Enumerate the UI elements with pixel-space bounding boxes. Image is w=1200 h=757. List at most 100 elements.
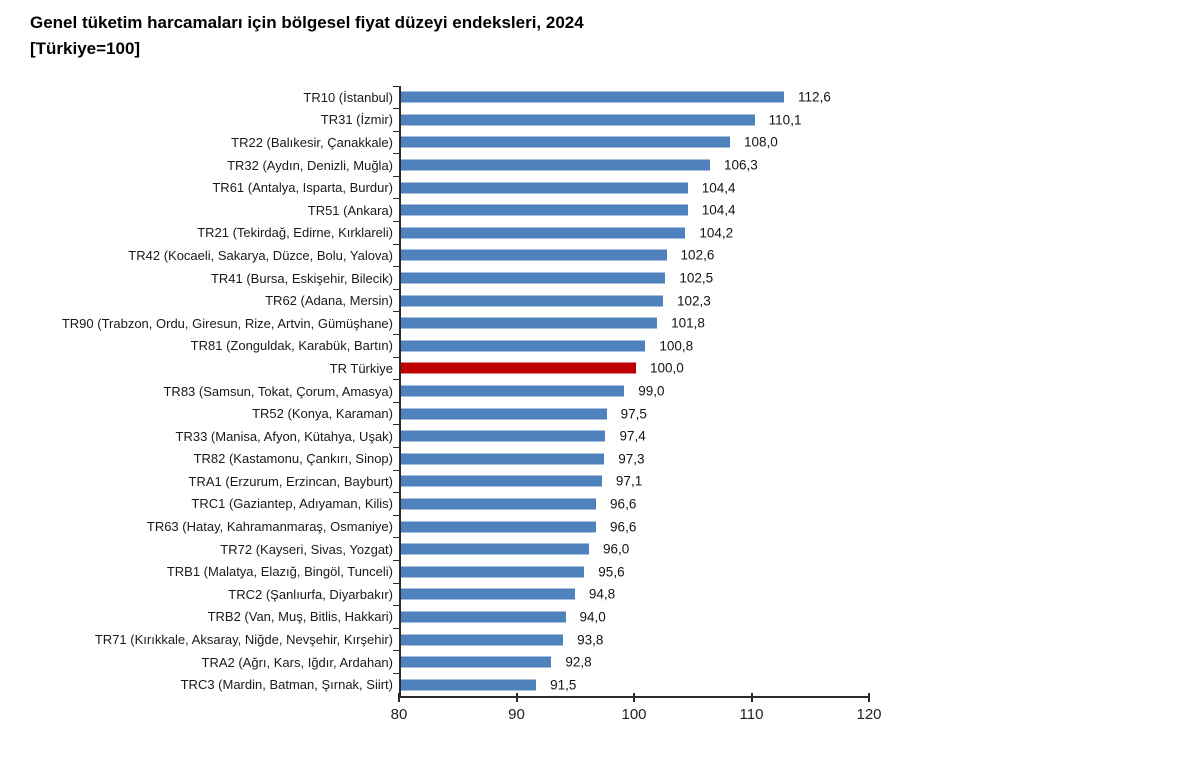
value-label: 100,8 (659, 338, 694, 354)
bar-track: 106,3 (393, 153, 1041, 177)
bar-track: 100,8 (393, 334, 1041, 358)
bar (401, 227, 686, 239)
chart-row: TRC2 (Şanlıurfa, Diyarbakır) 94,8 (35, 582, 1135, 606)
bar-track: 102,5 (393, 266, 1041, 290)
value-label: 112,6 (798, 89, 831, 105)
category-label: TRA2 (Ağrı, Kars, Iğdır, Ardahan) (201, 654, 393, 670)
chart-row: TR52 (Konya, Karaman) 97,5 (35, 401, 1135, 425)
chart-row: TR10 (İstanbul) 112,6 (35, 85, 1135, 109)
chart-row: TRB2 (Van, Muş, Bitlis, Hakkari) 94,0 (35, 605, 1135, 629)
x-axis-tick (633, 693, 635, 703)
value-label: 102,3 (677, 293, 711, 309)
value-label: 102,5 (679, 270, 714, 286)
value-label: 96,0 (603, 541, 630, 557)
category-label: TRC3 (Mardin, Batman, Şırnak, Siirt) (180, 677, 393, 693)
chart-row: TR83 (Samsun, Tokat, Çorum, Amasya) 99,0 (35, 379, 1135, 403)
category-label: TR31 (İzmir) (320, 112, 393, 128)
category-label: TR61 (Antalya, Isparta, Burdur) (212, 180, 393, 196)
value-label: 108,0 (744, 134, 778, 150)
chart-row: TR21 (Tekirdağ, Edirne, Kırklareli) 104,… (35, 221, 1135, 245)
x-axis-tick-label: 120 (856, 706, 882, 724)
chart-row: TR33 (Manisa, Afyon, Kütahya, Uşak) 97,4 (35, 424, 1135, 448)
bar-track: 91,5 (393, 672, 1041, 697)
bar (401, 656, 552, 668)
value-label: 97,3 (618, 451, 645, 467)
bar (401, 295, 664, 307)
chart-row: TR63 (Hatay, Kahramanmaraş, Osmaniye) 96… (35, 514, 1135, 538)
chart-row: TRB1 (Malatya, Elazığ, Bingöl, Tunceli) … (35, 559, 1135, 584)
bar-track: 100,0 (393, 356, 1041, 380)
category-label: TR21 (Tekirdağ, Edirne, Kırklareli) (197, 225, 393, 241)
category-label: TR10 (İstanbul) (303, 89, 393, 105)
category-label: TRC2 (Şanlıurfa, Diyarbakır) (228, 586, 393, 602)
x-axis-tick (750, 693, 753, 703)
bar (401, 272, 666, 284)
value-label: 99,0 (638, 383, 665, 399)
chart-row: TRC1 (Gaziantep, Adıyaman, Kilis) 96,6 (35, 492, 1135, 516)
chart-row: TR61 (Antalya, Isparta, Burdur) 104,4 (35, 175, 1135, 199)
bar-track: 112,6 (393, 85, 1041, 109)
chart-row: TR41 (Bursa, Eskişehir, Bilecik) 102,5 (35, 266, 1135, 290)
value-label: 104,2 (699, 225, 734, 241)
bar (401, 182, 688, 194)
bar-track: 97,5 (393, 401, 1041, 425)
category-label: TR71 (Kırıkkale, Aksaray, Niğde, Nevşehi… (94, 632, 393, 648)
category-label: TR22 (Balıkesir, Çanakkale) (231, 134, 393, 150)
chart-row: TR32 (Aydın, Denizli, Muğla) 106,3 (35, 153, 1135, 177)
value-label: 110,1 (768, 112, 802, 128)
bar-track: 110,1 (393, 108, 1041, 132)
chart-row: TRA1 (Erzurum, Erzincan, Bayburt) 97,1 (35, 469, 1135, 493)
category-label: TRA1 (Erzurum, Erzincan, Bayburt) (188, 473, 393, 489)
category-label: TR63 (Hatay, Kahramanmaraş, Osmaniye) (146, 519, 393, 535)
x-axis-tick (515, 693, 518, 703)
chart-row: TR62 (Adana, Mersin) 102,3 (35, 288, 1135, 312)
bar-track: 95,6 (393, 559, 1041, 584)
category-label: TR72 (Kayseri, Sivas, Yozgat) (220, 541, 393, 557)
bar-track: 97,3 (393, 447, 1041, 471)
bar (401, 340, 646, 352)
chart-row: TR42 (Kocaeli, Sakarya, Düzce, Bolu, Yal… (35, 243, 1135, 267)
chart-row: TR51 (Ankara) 104,4 (35, 198, 1135, 222)
value-label: 96,6 (610, 496, 637, 512)
bar-track: 93,8 (393, 627, 1041, 651)
bar (401, 679, 537, 691)
value-label: 106,3 (724, 157, 758, 173)
category-label: TR90 (Trabzon, Ordu, Giresun, Rize, Artv… (61, 315, 393, 331)
bar (401, 408, 607, 420)
bar-track: 97,1 (393, 469, 1041, 493)
chart-subtitle: [Türkiye=100] (30, 39, 141, 58)
value-label: 101,8 (671, 315, 705, 331)
bar (401, 249, 667, 261)
value-label: 94,0 (579, 609, 606, 625)
bar (401, 475, 602, 487)
bar (401, 521, 597, 533)
bar-track: 96,0 (393, 537, 1041, 561)
value-label: 91,5 (550, 677, 577, 693)
bar-chart: TR10 (İstanbul) 112,6 TR31 (İzmir) 110,1… (35, 85, 1135, 732)
value-label: 96,6 (610, 519, 637, 535)
chart-row: TRC3 (Mardin, Batman, Şırnak, Siirt) 91,… (35, 672, 1135, 697)
bar-track: 96,6 (393, 492, 1041, 516)
chart-row: TR81 (Zonguldak, Karabük, Bartın) 100,8 (35, 334, 1135, 358)
value-label: 97,1 (615, 473, 643, 489)
bar (401, 204, 688, 216)
value-label: 100,0 (650, 360, 684, 376)
bar (401, 91, 785, 103)
bar-track: 101,8 (393, 311, 1041, 335)
bar-track: 97,4 (393, 424, 1041, 448)
x-axis: 80 90 100 110 120 (391, 693, 882, 732)
value-label: 95,6 (598, 564, 625, 580)
category-label: TR41 (Bursa, Eskişehir, Bilecik) (210, 270, 393, 286)
chart-rows: TR10 (İstanbul) 112,6 TR31 (İzmir) 110,1… (35, 85, 1135, 697)
category-label: TR62 (Adana, Mersin) (265, 293, 393, 309)
value-label: 102,6 (680, 247, 715, 263)
value-label: 104,4 (701, 180, 736, 196)
bar (401, 588, 575, 600)
x-axis-tick-label: 110 (739, 706, 764, 724)
value-label: 93,8 (577, 632, 604, 648)
bar-track: 108,0 (393, 130, 1041, 154)
bar-track: 102,6 (393, 243, 1041, 267)
chart-row: TRA2 (Ağrı, Kars, Iğdır, Ardahan) 92,8 (35, 650, 1135, 674)
bar-track: 99,0 (393, 379, 1041, 403)
